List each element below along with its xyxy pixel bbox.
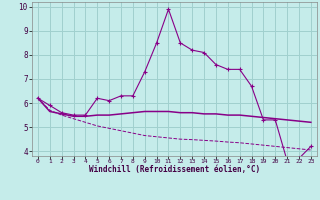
X-axis label: Windchill (Refroidissement éolien,°C): Windchill (Refroidissement éolien,°C) [89,165,260,174]
